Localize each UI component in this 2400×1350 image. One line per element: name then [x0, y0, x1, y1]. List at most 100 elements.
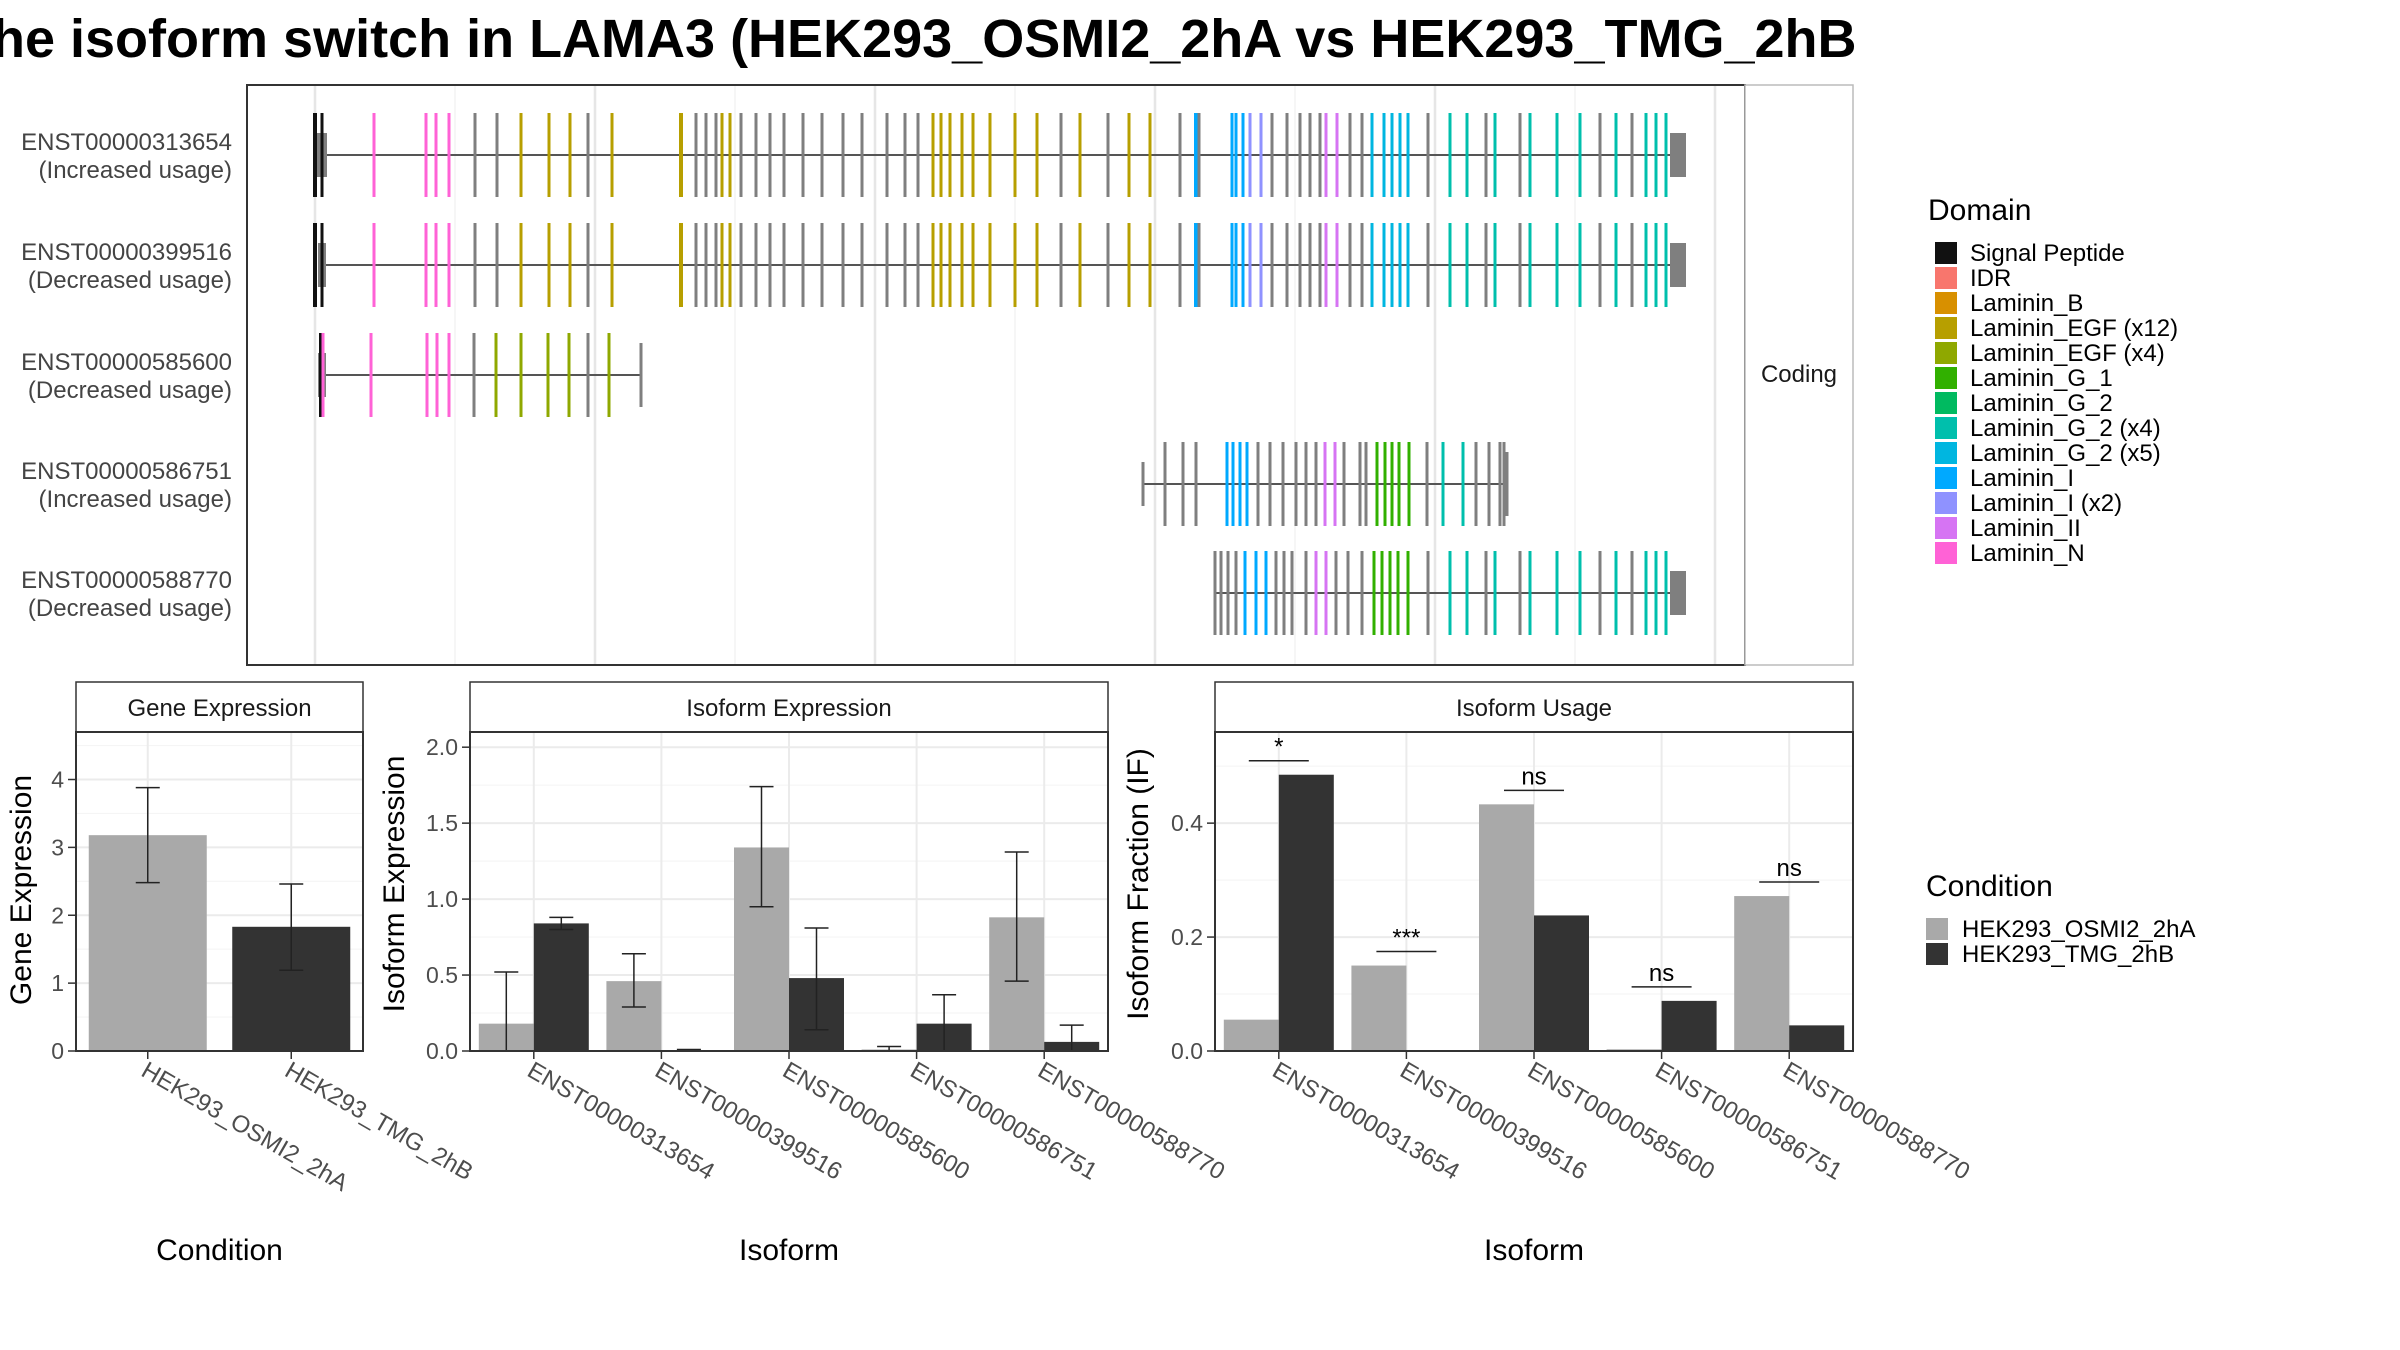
isoform-exon	[1248, 113, 1252, 197]
isoform-exon	[1268, 442, 1272, 526]
domain-legend-label: Laminin_G_2 (x5)	[1970, 440, 2161, 467]
isoform-exon	[754, 113, 758, 197]
isoform-exon	[567, 333, 571, 417]
isoform-exon	[1243, 551, 1247, 635]
isoform-usage-panel: Isoform Usage *ENST00000313654***ENST000…	[1122, 681, 1974, 1267]
plot-frame	[75, 731, 364, 1052]
isoform-row-id: ENST00000585600	[21, 349, 232, 376]
isoform-exon	[960, 113, 964, 197]
isoform-exon	[1484, 113, 1488, 197]
isoform-exon	[447, 113, 451, 197]
isoform-exon	[1254, 551, 1258, 635]
isoform-exon	[447, 223, 451, 307]
isoform-usage-ylabel: Isoform Fraction (IF)	[1122, 748, 1155, 1020]
bar	[1479, 804, 1534, 1051]
isoform-exon	[1448, 113, 1452, 197]
isoform-exon	[434, 223, 438, 307]
isoform-exon	[801, 223, 805, 307]
isoform-exon	[1441, 442, 1445, 526]
isoform-exon	[1304, 442, 1308, 526]
structure-facet-label: Coding	[1761, 361, 1837, 388]
isoform-exon	[931, 223, 935, 307]
isoform-exon	[321, 333, 325, 417]
isoform-row-usage: (Increased usage)	[39, 157, 232, 184]
isoform-exon	[610, 223, 614, 307]
isoform-exon	[1324, 113, 1328, 197]
isoform-exon	[1127, 223, 1131, 307]
isoform-exon	[1493, 551, 1497, 635]
isoform-exon	[1528, 223, 1532, 307]
isoform-exon	[1630, 223, 1634, 307]
isoform-exon	[1380, 551, 1384, 635]
isoform-exon	[1197, 223, 1201, 307]
domain-legend-swatch	[1935, 492, 1957, 514]
isoform-exon	[519, 223, 523, 307]
domain-legend-swatch	[1935, 367, 1957, 389]
isoform-exon	[1614, 551, 1618, 635]
isoform-exon	[1127, 113, 1131, 197]
isoform-exon	[1078, 223, 1082, 307]
domain-legend-label: Laminin_G_2	[1970, 390, 2113, 417]
bar	[1278, 774, 1334, 1051]
isoform-exon	[1314, 551, 1318, 635]
isoform-exon	[1465, 113, 1469, 197]
plot-frame	[469, 731, 1109, 1052]
domain-legend-swatch	[1935, 317, 1957, 339]
isoform-exon	[1285, 223, 1289, 307]
isoform-exon	[473, 223, 477, 307]
significance-label: *	[1274, 734, 1283, 761]
domain-legend-swatch	[1935, 267, 1957, 289]
isoform-exon	[1348, 113, 1352, 197]
domain-legend-swatch	[1935, 442, 1957, 464]
isoform-row-id: ENST00000586751	[21, 458, 232, 485]
isoform-exon	[714, 113, 718, 197]
isoform-exon	[1630, 551, 1634, 635]
isoform-exon	[547, 223, 551, 307]
isoform-exon	[820, 113, 824, 197]
isoform-exon	[1493, 223, 1497, 307]
y-tick-label: 2.0	[426, 734, 458, 760]
isoform-exon	[1555, 223, 1559, 307]
isoform-exon	[903, 113, 907, 197]
isoform-exon	[1334, 551, 1338, 635]
isoform-exon	[1106, 113, 1110, 197]
isoform-exon	[1502, 442, 1506, 526]
gene-expression-ylabel: Gene Expression	[5, 775, 38, 1005]
isoform-exon	[1664, 551, 1668, 635]
isoform-exon	[1013, 113, 1017, 197]
isoform-exon	[948, 113, 952, 197]
isoform-exon	[1555, 113, 1559, 197]
isoform-exon	[1364, 442, 1368, 526]
isoform-usage-xlabel: Isoform	[1484, 1234, 1584, 1267]
isoform-exon	[948, 223, 952, 307]
isoform-exon	[1219, 551, 1223, 635]
bar	[1351, 965, 1407, 1051]
domain-legend-swatch	[1935, 342, 1957, 364]
isoform-exon	[519, 113, 523, 197]
isoform-exon	[1360, 223, 1364, 307]
structure-facet-strip	[1744, 84, 1854, 666]
isoform-exon	[1234, 113, 1238, 197]
structure-isoform-rows: ENST00000313654(Increased usage)ENST0000…	[21, 113, 1686, 635]
isoform-exon	[1238, 442, 1242, 526]
isoform-row-id: ENST00000313654	[21, 129, 232, 156]
isoform-exon	[1644, 551, 1648, 635]
isoform-exon	[320, 223, 324, 307]
isoform-exon	[568, 113, 572, 197]
isoform-exon	[1059, 113, 1063, 197]
isoform-exon	[1230, 113, 1234, 197]
isoform-row-ENST00000313654: ENST00000313654(Increased usage)	[21, 113, 1686, 197]
isoform-exon	[519, 333, 523, 417]
y-tick-label: 1	[51, 970, 64, 996]
isoform-exon	[1484, 223, 1488, 307]
domain-legend-swatch	[1935, 467, 1957, 489]
isoform-exon	[720, 223, 724, 307]
domain-legend: Domain Signal PeptideIDRLaminin_BLaminin…	[1928, 194, 2178, 567]
isoform-exon	[1035, 223, 1039, 307]
isoform-exon	[1390, 113, 1394, 197]
isoform-exon	[860, 113, 864, 197]
structure-panel: Coding ENST00000313654(Increased usage)E…	[21, 84, 1854, 666]
isoform-exon	[1013, 223, 1017, 307]
isoform-exon	[434, 113, 438, 197]
